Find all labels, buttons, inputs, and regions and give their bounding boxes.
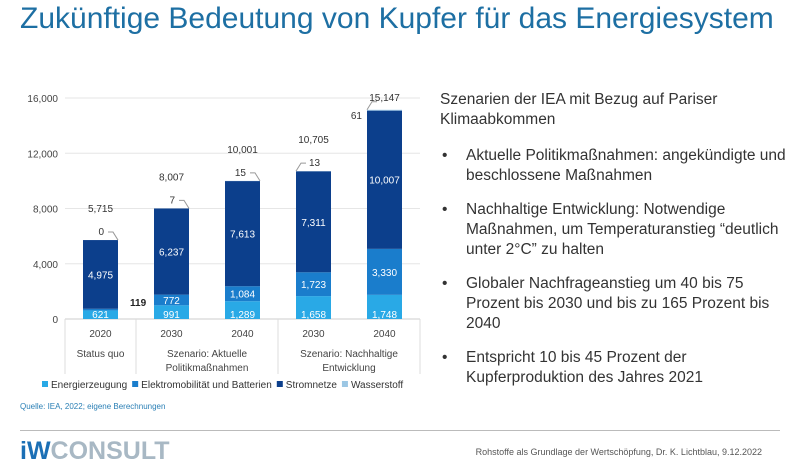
legend-label: Wasserstoff	[351, 380, 403, 391]
data-label: 1,723	[301, 280, 326, 291]
note-bullet: Nachhaltige Entwicklung: Notwendige Maßn…	[440, 200, 790, 260]
y-tick-label: 16,000	[27, 94, 58, 105]
bar-segment	[296, 171, 331, 273]
data-label: 7,613	[230, 230, 255, 241]
bar-segment	[83, 308, 118, 311]
logo-iw: iW	[20, 437, 51, 465]
data-label: 13	[309, 158, 321, 169]
bar-segment	[367, 248, 402, 295]
total-label: 10,705	[298, 135, 329, 146]
group-label: Status quo	[77, 349, 125, 360]
bar-segment	[367, 294, 402, 319]
page-title: Zukünftige Bedeutung von Kupfer für das …	[20, 2, 774, 35]
legend-swatch	[42, 381, 48, 387]
legend-swatch	[276, 381, 283, 387]
bar-segment	[296, 296, 331, 319]
y-tick-label: 0	[52, 315, 58, 326]
data-label: 1,748	[372, 310, 397, 321]
bar-segment	[225, 286, 260, 302]
data-label: 61	[351, 111, 363, 122]
bar-segment	[367, 109, 402, 111]
note-bullet: Entspricht 10 bis 45 Prozent der Kupferp…	[440, 348, 790, 388]
bar-segment	[154, 208, 189, 295]
note-bullet: Aktuelle Politikmaßnahmen: angekündigte …	[440, 146, 790, 186]
logo-consult: CONSULT	[50, 437, 170, 465]
bar-segment	[225, 181, 260, 287]
data-label: 1,658	[301, 310, 326, 321]
bar-segment	[83, 240, 118, 309]
bar-segment	[154, 294, 189, 306]
callout-line	[108, 231, 119, 241]
copper-demand-chart: 0 4,000 8,000 12,000 16,000 Status quo Szenari…	[27, 93, 421, 391]
data-label: 621	[92, 310, 109, 321]
data-label: 6,237	[159, 248, 184, 259]
bar-segment	[154, 305, 189, 319]
data-label: 1,084	[230, 290, 255, 301]
data-label: 0	[98, 227, 104, 238]
x-tick-label: 2040	[231, 329, 254, 340]
x-tick-label: 2030	[302, 329, 325, 340]
data-label: 7,311	[301, 218, 326, 229]
bar-segment	[225, 301, 260, 319]
group-label: Szenario: Nachhaltige	[300, 349, 398, 360]
data-label: 991	[163, 310, 180, 321]
data-label: 772	[163, 296, 180, 307]
bar-segment	[296, 272, 331, 297]
x-tick-label: 2040	[373, 329, 396, 340]
x-tick-label: 2030	[160, 329, 183, 340]
callout-line	[295, 162, 306, 172]
total-label: 8,007	[159, 172, 184, 183]
bar-segment	[83, 310, 118, 319]
callout-line	[366, 101, 377, 111]
legend-label: Stromnetze	[286, 380, 338, 391]
data-label: 1,289	[230, 310, 255, 321]
data-label: 119	[130, 298, 147, 309]
x-tick-label: 2020	[89, 329, 112, 340]
total-label: 5,715	[88, 204, 113, 215]
legend-swatch	[132, 381, 139, 387]
data-label: 3,330	[372, 268, 397, 279]
bar-segment	[367, 110, 402, 249]
data-label: 10,007	[369, 176, 400, 187]
footer-divider	[20, 430, 780, 431]
callout-line	[250, 172, 261, 182]
group-label: Politikmaßnahmen	[166, 363, 249, 374]
note-bullet: Globaler Nachfrageanstieg um 40 bis 75 P…	[440, 274, 790, 334]
y-tick-label: 4,000	[33, 260, 58, 271]
group-label: Szenario: Aktuelle	[167, 349, 247, 360]
scenario-notes: Szenarien der IEA mit Bezug auf Pariser …	[440, 90, 790, 402]
iw-consult-logo: iWCONSULT	[20, 437, 170, 466]
legend-label: Elektromobilität und Batterien	[141, 380, 272, 391]
data-label: 7	[169, 195, 175, 206]
y-tick-label: 8,000	[33, 205, 58, 216]
legend-label: Energierzeugung	[51, 380, 127, 391]
total-label: 10,001	[227, 145, 258, 156]
legend-swatch	[341, 381, 348, 387]
callout-line	[179, 199, 190, 209]
total-label: 15,147	[369, 93, 400, 104]
data-label: 15	[235, 168, 247, 179]
notes-intro: Szenarien der IEA mit Bezug auf Pariser …	[440, 91, 718, 128]
group-label: Entwicklung	[322, 363, 375, 374]
source-note: Quelle: IEA, 2022; eigene Berechnungen	[20, 402, 166, 411]
footer-text: Rohstoffe als Grundlage der Wertschöpfun…	[475, 447, 762, 457]
y-tick-label: 12,000	[27, 149, 58, 160]
data-label: 4,975	[88, 270, 113, 281]
